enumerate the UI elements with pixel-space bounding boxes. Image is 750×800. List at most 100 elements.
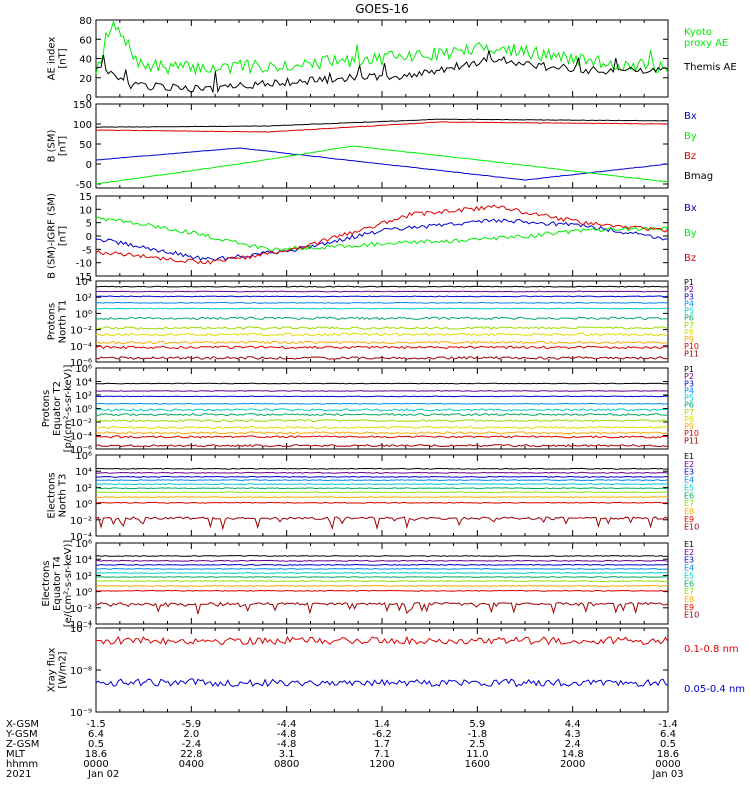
- x-axis-value: 1.4: [374, 719, 390, 730]
- x-axis-value: -1.4: [658, 719, 678, 730]
- y-tick-label: 15: [79, 192, 92, 203]
- y-tick-label: 0: [86, 232, 92, 243]
- y-tick-label: 10⁻⁴: [70, 432, 92, 443]
- x-axis-value: -1.8: [468, 729, 488, 740]
- x-axis-value: 6.4: [88, 729, 104, 740]
- y-axis-label: B (SM)[nT]: [47, 129, 69, 162]
- x-axis-value: 4.3: [565, 729, 581, 740]
- legend-entry: P6: [684, 401, 694, 410]
- series-line-themis-ae: [95, 50, 669, 94]
- legend-entry: Bmag: [684, 171, 713, 182]
- y-tick-label: 10⁴: [75, 467, 92, 478]
- x-axis-value: 6.4: [660, 729, 676, 740]
- panel-2: -50 0 50 100 150 B (SM)[nT] Bx By Bz Bmag: [47, 100, 714, 191]
- series-line-p7: [95, 419, 669, 423]
- x-axis-value: 0400: [179, 759, 204, 770]
- legend-entry: P11: [684, 436, 699, 445]
- legend-entry: E5: [684, 571, 694, 580]
- y-tick-label: 10²: [75, 483, 92, 494]
- series-line-p11: [95, 356, 669, 360]
- series-line-e2: [95, 559, 669, 562]
- series-line-e3: [95, 475, 669, 478]
- legend-entry: P1: [684, 365, 694, 374]
- panel-4: 10⁻⁶ 10⁻⁴ 10⁻² 10⁰ 10² 10⁴ ProtonsNorth T1 P1P2…: [47, 277, 700, 369]
- series-line-p3: [95, 295, 669, 298]
- x-axis-value: 2.4: [565, 739, 581, 750]
- x-axis-value: -5.9: [182, 719, 202, 730]
- y-tick-label: 10⁰: [75, 405, 92, 416]
- y-tick-label: -10: [76, 259, 92, 270]
- legend-entry: P3: [684, 292, 694, 301]
- panel-1: 0 20 40 60 80 AE index[nT] Kyoto proxy AE Themis…: [47, 16, 737, 104]
- series-line-p6: [95, 413, 669, 417]
- series-line-p10: [95, 435, 669, 439]
- legend-entry: E8: [684, 507, 694, 516]
- series-line-e3: [95, 563, 669, 566]
- x-axis-value: 11.0: [466, 749, 488, 760]
- legend-entry: P4: [684, 299, 694, 308]
- legend-entry: Bz: [684, 253, 696, 264]
- legend-entry: Themis AE: [683, 62, 737, 73]
- panel-frame: [95, 454, 669, 537]
- x-axis-value: 1200: [369, 759, 394, 770]
- series-line-p7: [96, 326, 669, 330]
- series-line-e5: [95, 483, 669, 486]
- x-axis-value: 18.6: [657, 749, 679, 760]
- y-tick-label: 60: [79, 35, 92, 46]
- y-tick-label: 0: [86, 93, 92, 104]
- x-axis-value: 2000: [560, 759, 585, 770]
- series-line-e6: [95, 576, 669, 578]
- y-tick-label: 10²: [75, 571, 92, 582]
- series-line-e10: [95, 601, 669, 615]
- series-line-e4: [96, 479, 669, 482]
- y-tick-label: 10⁴: [75, 277, 92, 288]
- y-tick-label: 10⁰: [75, 309, 92, 320]
- y-tick-label: -15: [76, 272, 92, 283]
- y-tick-label: 10⁻⁶: [70, 445, 92, 456]
- x-axis-value: -2.4: [182, 739, 202, 750]
- y-tick-label: 0: [86, 160, 92, 171]
- y-tick-label: 10⁻²: [70, 516, 92, 527]
- x-axis-value: 18.6: [85, 749, 107, 760]
- series-line-p4: [95, 301, 669, 304]
- legend-entry: E4: [684, 564, 694, 573]
- series-line-e2: [95, 471, 669, 474]
- series-line-p3: [96, 395, 669, 398]
- y-tick-label: 10⁶: [75, 364, 92, 375]
- legend-entry: E10: [684, 523, 699, 532]
- x-axis-value: 0.5: [660, 739, 676, 750]
- x-axis-value: Jan 02: [87, 769, 119, 780]
- y-tick-label: 100: [73, 120, 92, 131]
- series-line-p9: [95, 340, 669, 345]
- series-line-p4: [95, 402, 669, 405]
- series-line-p10: [95, 345, 669, 350]
- legend-entry: P1: [684, 278, 694, 287]
- x-axis-row-label: 2021: [6, 769, 31, 780]
- series-line-bmag: [96, 118, 668, 128]
- legend-entry: By: [684, 228, 697, 239]
- series-line-kyoto-proxy-ae: [95, 19, 669, 76]
- plot-panels: 0 20 40 60 80 AE index[nT] Kyoto proxy AE Themis…: [41, 16, 745, 719]
- x-axis-row-label: Z-GSM: [6, 739, 39, 750]
- y-tick-label: -50: [76, 180, 92, 191]
- series-line-e8: [95, 496, 668, 499]
- panel-frame: [95, 103, 669, 189]
- y-tick-label: 10⁻⁶: [70, 358, 92, 369]
- legend-entry: E8: [684, 595, 694, 604]
- y-tick-label: 10⁰: [75, 588, 92, 599]
- series-line-e4: [95, 567, 669, 570]
- series-line-e8: [95, 584, 669, 587]
- legend-entry: E2: [684, 460, 694, 469]
- x-axis-value: 0.5: [88, 739, 104, 750]
- legend-entry: E9: [684, 603, 694, 612]
- legend-entry: P5: [684, 394, 694, 403]
- legend-entry: Kyoto proxy AE: [684, 27, 728, 49]
- x-axis-value: 3.1: [279, 749, 295, 760]
- y-axis-label: ProtonsNorth T1: [47, 300, 69, 344]
- x-axis-row-label: X-GSM: [6, 719, 39, 730]
- x-axis-value: 2.0: [183, 729, 199, 740]
- legend-entry: Bx: [684, 203, 697, 214]
- x-axis-value: 7.1: [374, 749, 390, 760]
- legend-entry: P6: [684, 314, 694, 323]
